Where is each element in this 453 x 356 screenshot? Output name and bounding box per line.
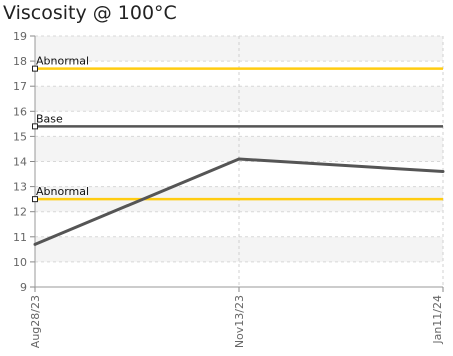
y-tick-label-19: 19 xyxy=(13,30,27,43)
y-tick-label-9: 9 xyxy=(20,281,27,294)
data-point-0-2 xyxy=(441,170,445,174)
y-tick-label-17: 17 xyxy=(13,80,27,93)
y-tick-label-18: 18 xyxy=(13,55,27,68)
reference-lines: Abnormal Base Abnormal xyxy=(32,55,443,203)
tick-labels: 9 10 11 12 13 14 15 16 17 18 19 Aug28/23 Nov13/23 Jan… xyxy=(13,30,444,348)
chart-title: Viscosity @ 100°C xyxy=(3,2,177,24)
reference-marker-2 xyxy=(32,196,38,203)
y-tick-label-10: 10 xyxy=(13,256,27,269)
y-tick-label-13: 13 xyxy=(13,181,27,194)
data-point-0-0 xyxy=(33,242,37,246)
y-tick-label-15: 15 xyxy=(13,130,27,143)
data-series xyxy=(33,157,445,246)
x-tick-label-2: Jan11/24 xyxy=(431,295,444,345)
y-tick-label-16: 16 xyxy=(13,105,27,118)
y-tick-label-12: 12 xyxy=(13,206,27,219)
data-point-0-1 xyxy=(237,157,241,161)
y-tick-label-14: 14 xyxy=(13,156,27,169)
reference-label-0: Abnormal xyxy=(36,55,89,68)
x-tick-label-1: Nov13/23 xyxy=(233,295,246,348)
reference-label-2: Abnormal xyxy=(36,185,89,198)
y-tick-label-11: 11 xyxy=(13,231,27,244)
reference-label-1: Base xyxy=(36,112,63,125)
reference-marker-1 xyxy=(32,123,38,130)
x-tick-label-0: Aug28/23 xyxy=(29,295,42,348)
reference-marker-0 xyxy=(32,65,38,72)
